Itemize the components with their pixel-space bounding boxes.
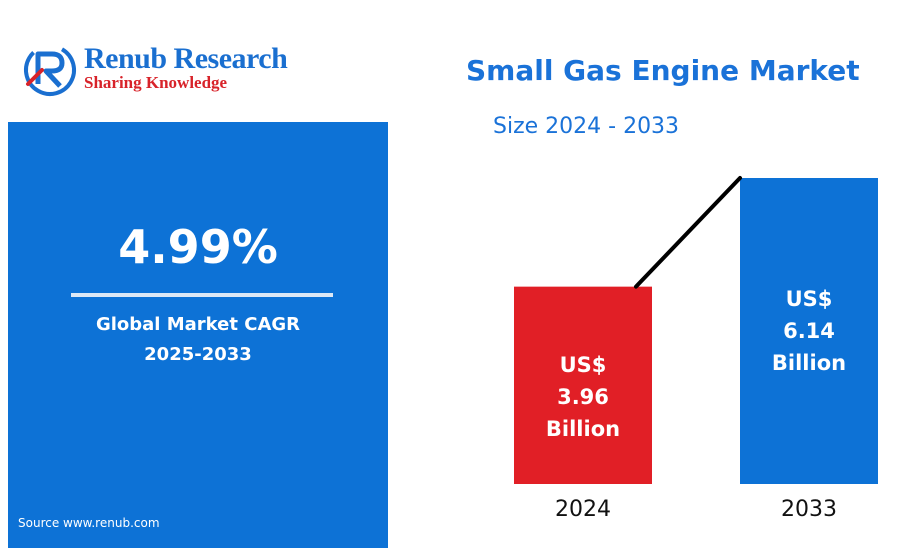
chart-subtitle: Size 2024 - 2033 <box>493 114 680 139</box>
bar-2033 <box>740 178 878 484</box>
bar-value-label-2024-3: Billion <box>546 417 620 441</box>
cagr-panel: 4.99% Global Market CAGR 2025-2033 Sourc… <box>8 122 388 548</box>
cagr-value: 4.99% <box>118 220 278 274</box>
cagr-label: Global Market CAGR 2025-2033 <box>8 310 388 370</box>
cagr-label-line1: Global Market CAGR <box>95 314 301 335</box>
cagr-divider <box>71 293 333 297</box>
renub-logo: Renub Research Sharing Knowledge <box>22 40 312 100</box>
x-tick-label-2024: 2024 <box>555 497 611 522</box>
bar-value-label-2033-3: Billion <box>772 351 846 375</box>
chart-title: Small Gas Engine Market <box>466 54 860 87</box>
renub-r-emblem-icon <box>24 44 76 96</box>
bar-value-label-2024-1: US$ <box>560 353 607 377</box>
trend-line <box>634 176 742 289</box>
bar-value-label-2033-1: US$ <box>786 287 833 311</box>
source-note: Source www.renub.com <box>18 516 160 530</box>
bar-2024 <box>514 286 652 484</box>
bar-value-label-2033-2: 6.14 <box>783 319 835 343</box>
logo-title: Renub Research <box>84 42 288 75</box>
logo-tagline: Sharing Knowledge <box>84 73 228 92</box>
bar-value-label-2024-2: 3.96 <box>557 385 609 409</box>
x-tick-label-2033: 2033 <box>781 497 837 522</box>
cagr-label-line2: 2025-2033 <box>144 344 252 365</box>
